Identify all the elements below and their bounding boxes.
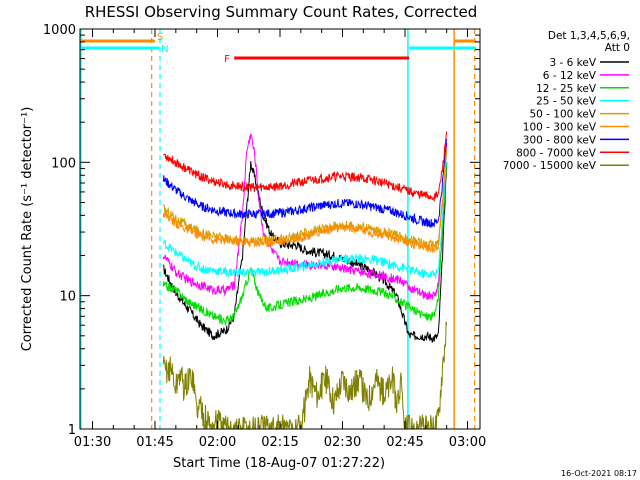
x-tick-label: 02:15 bbox=[261, 435, 298, 450]
legend-entry-label: 100 - 300 keV bbox=[523, 122, 597, 134]
chart-title: RHESSI Observing Summary Count Rates, Co… bbox=[85, 3, 478, 21]
legend-entry-label: 800 - 7000 keV bbox=[516, 147, 597, 159]
legend-header-line-2: Att 0 bbox=[605, 42, 630, 54]
flag-layer: SN F bbox=[80, 29, 476, 429]
series-line-6 bbox=[162, 147, 448, 253]
series-layer bbox=[162, 131, 448, 431]
y-tick-label: 10 bbox=[59, 290, 76, 305]
legend-entry-label: 300 - 800 keV bbox=[523, 134, 597, 146]
saa-label: S bbox=[157, 32, 163, 43]
series-line-5 bbox=[162, 147, 448, 250]
night-label: N bbox=[161, 44, 168, 55]
legend-entry-label: 25 - 50 keV bbox=[536, 96, 597, 108]
series-line-9 bbox=[162, 321, 448, 431]
x-tick-label: 02:45 bbox=[386, 435, 423, 450]
x-axis-label: Start Time (18-Aug-07 01:27:22) bbox=[173, 456, 385, 471]
x-tick-label: 01:30 bbox=[74, 435, 111, 450]
x-tick-label: 02:00 bbox=[199, 435, 236, 450]
x-tick-label: 02:30 bbox=[324, 435, 361, 450]
y-tick-label: 100 bbox=[51, 156, 76, 171]
series-line-7 bbox=[162, 138, 448, 228]
legend-header-line-1: Det 1,3,4,5,6,9, bbox=[548, 30, 630, 42]
series-line-2 bbox=[162, 132, 448, 300]
y-tick-label: 1 bbox=[68, 423, 76, 438]
series-line-3 bbox=[162, 162, 448, 326]
legend-entry-label: 7000 - 15000 keV bbox=[503, 160, 597, 172]
x-tick-label: 03:00 bbox=[449, 435, 486, 450]
y-tick-label: 1000 bbox=[43, 23, 76, 38]
legend-entry-label: 3 - 6 keV bbox=[549, 57, 596, 69]
legend-entry-label: 6 - 12 keV bbox=[543, 70, 597, 82]
series-line-4 bbox=[162, 151, 448, 280]
legend-entry-label: 12 - 25 keV bbox=[536, 83, 597, 95]
y-axis-label: Corrected Count Rate (s⁻¹ detector⁻¹) bbox=[20, 107, 35, 352]
axes-layer: 01:30 01:45 02:00 02:15 02:30 02:45 03:00 1 10 10… bbox=[43, 23, 486, 450]
flare-label: F bbox=[224, 54, 230, 65]
x-tick-label: 01:45 bbox=[136, 435, 173, 450]
footer-timestamp: 16-Oct-2021 08:17 bbox=[561, 469, 637, 478]
plot-frame bbox=[79, 28, 481, 430]
series-line-1 bbox=[162, 161, 448, 344]
series-line-8 bbox=[163, 131, 448, 202]
legend-entry-label: 50 - 100 keV bbox=[529, 109, 596, 121]
